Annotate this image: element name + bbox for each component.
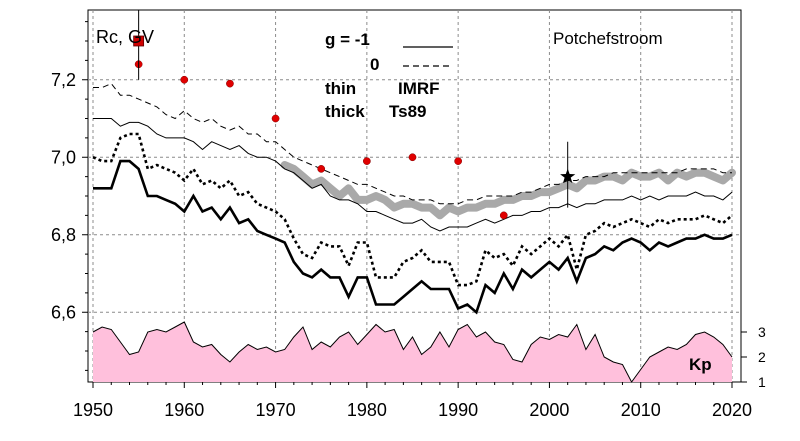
station-label: Potchefstroom (553, 29, 663, 48)
x-tick-label: 1950 (73, 400, 113, 420)
legend-g-solid-label: g = -1 (325, 30, 370, 49)
legend: g = -1 0 thin IMRF thick Ts89 (325, 30, 453, 121)
red-square (133, 35, 145, 47)
red-point (499, 211, 508, 220)
grid (88, 10, 741, 382)
legend-thick-label: thick (325, 102, 365, 121)
kp-tick-label: 1 (758, 374, 766, 390)
x-tick-label: 1990 (438, 400, 478, 420)
series-ts89-g-1-thick-solid (93, 159, 733, 315)
x-tick-label: 1970 (256, 400, 296, 420)
legend-thin-label: thin (325, 79, 356, 98)
marker-layer (133, 10, 576, 220)
x-tick-label: 2010 (621, 400, 661, 420)
x-tick-label: 1960 (164, 400, 204, 420)
legend-imrf-label: IMRF (398, 79, 440, 98)
legend-g-dashed-label: 0 (370, 55, 379, 74)
series-ts89-g0-thick-dotted (92, 132, 733, 287)
red-point (363, 157, 371, 165)
y-tick-label: 7,2 (51, 70, 76, 90)
y-axis-label: Rc, GV (96, 27, 154, 47)
x-tick-label: 2000 (529, 400, 569, 420)
kp-tick-label: 3 (758, 324, 766, 340)
series-layer (92, 82, 736, 315)
kp-tick-label: 2 (758, 349, 766, 365)
kp-area (93, 322, 732, 382)
x-tick-label: 1980 (347, 400, 387, 420)
red-point (226, 79, 234, 88)
star-marker (560, 168, 576, 184)
kp-layer: 1 2 3 (92, 321, 766, 390)
red-point (271, 114, 280, 123)
series-imrf-g0-thin-dashed (93, 82, 732, 205)
series-imrf-g-1-thin-solid (93, 118, 733, 232)
red-point (317, 165, 326, 173)
red-point (180, 75, 189, 84)
legend-ts89-label: Ts89 (389, 102, 427, 121)
red-point (408, 153, 417, 162)
axis-layer: 1950 1960 1970 1980 1990 2000 2010 2020 6,6 6,8 7,… (51, 21, 752, 420)
x-tick-label: 2020 (712, 400, 752, 420)
kp-label: Kp (689, 355, 712, 374)
red-point (454, 157, 462, 165)
gray-band (280, 161, 736, 220)
kp-line (92, 321, 733, 383)
y-tick-label: 6,8 (51, 225, 76, 245)
y-tick-label: 6,6 (51, 302, 76, 322)
y-tick-label: 7,0 (51, 147, 76, 167)
